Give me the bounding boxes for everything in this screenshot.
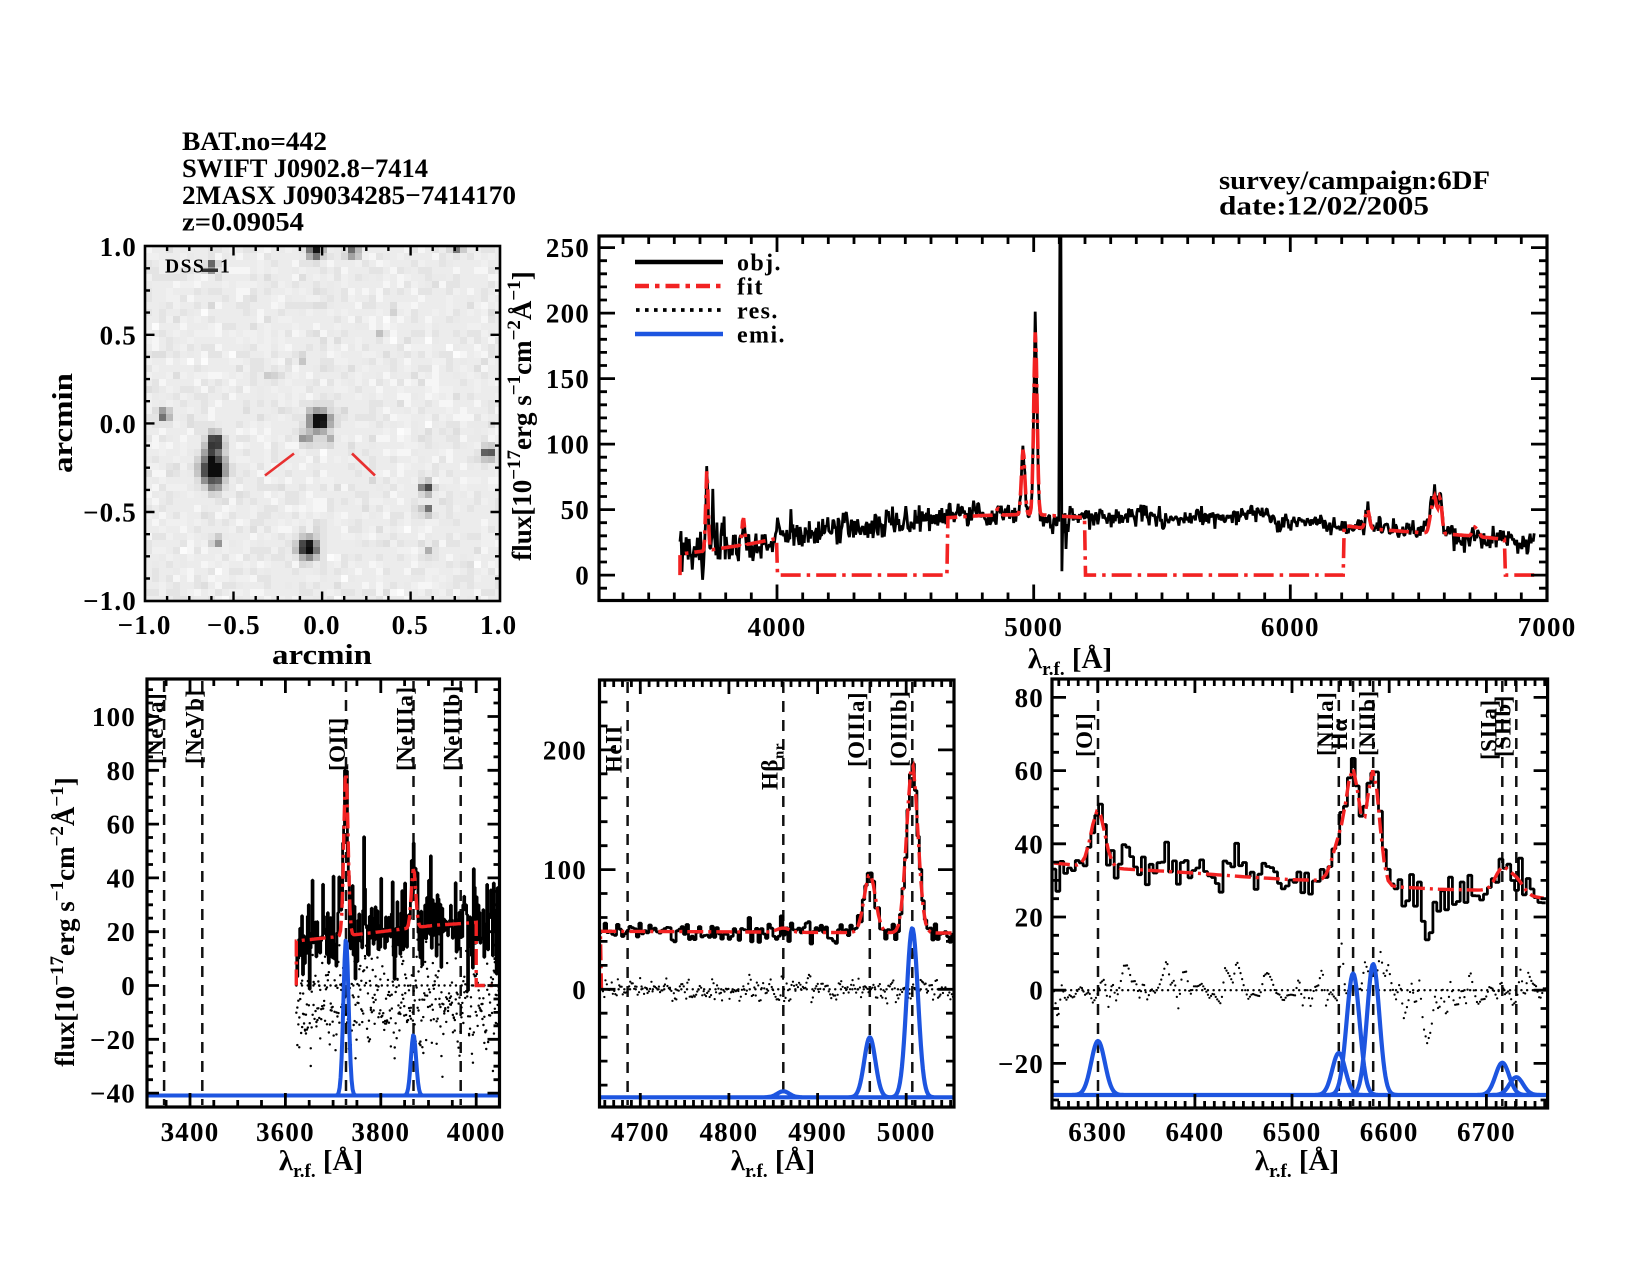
svg-text:BAT.no=442: BAT.no=442 [182,126,327,156]
svg-text:res.: res. [737,299,779,325]
svg-text:80: 80 [107,756,136,786]
svg-text:[OIIIa]: [OIIIa] [844,692,869,767]
svg-text:obj.: obj. [737,251,782,277]
svg-text:20: 20 [107,917,136,947]
svg-text:0: 0 [1029,976,1044,1006]
svg-text:flux[10−17erg s−1cm−2Å−1]: flux[10−17erg s−1cm−2Å−1] [47,777,80,1067]
svg-text:200: 200 [543,735,587,765]
svg-text:HeII: HeII [602,725,627,773]
svg-text:7000: 7000 [1518,612,1577,642]
svg-text:4700: 4700 [611,1117,670,1147]
svg-text:3600: 3600 [256,1117,315,1147]
svg-text:λr.f. [Å]: λr.f. [Å] [279,1145,363,1182]
svg-text:0: 0 [572,975,587,1005]
svg-text:Hα: Hα [1327,718,1352,750]
svg-text:1.0: 1.0 [480,610,517,640]
svg-text:arcmin: arcmin [48,373,79,473]
svg-text:4000: 4000 [447,1117,506,1147]
svg-text:60: 60 [1015,756,1044,786]
svg-text:survey/campaign:6DF: survey/campaign:6DF [1219,165,1490,195]
svg-text:4000: 4000 [748,612,807,642]
svg-text:6300: 6300 [1068,1117,1127,1147]
svg-text:4800: 4800 [699,1117,758,1147]
svg-text:100: 100 [546,430,590,460]
svg-text:5000: 5000 [877,1117,936,1147]
svg-text:λr.f. [Å]: λr.f. [Å] [731,1145,815,1182]
svg-text:6000: 6000 [1261,612,1320,642]
svg-text:1.0: 1.0 [100,232,137,262]
svg-text:4900: 4900 [788,1117,847,1147]
svg-text:0.5: 0.5 [392,610,429,640]
svg-text:40: 40 [1015,829,1044,859]
svg-text:100: 100 [92,702,136,732]
svg-text:[NeVa]: [NeVa] [143,693,168,764]
svg-text:−0.5: −0.5 [207,610,261,640]
svg-text:[OIIIb]: [OIIIb] [886,691,911,767]
svg-text:3800: 3800 [351,1117,410,1147]
svg-text:3400: 3400 [161,1117,220,1147]
svg-text:λr.f. [Å]: λr.f. [Å] [1255,1145,1339,1182]
svg-text:0.0: 0.0 [303,610,340,640]
svg-text:z=0.09054: z=0.09054 [182,207,304,237]
svg-text:date:12/02/2005: date:12/02/2005 [1219,191,1429,221]
svg-text:6700: 6700 [1457,1117,1516,1147]
svg-text:−0.5: −0.5 [83,497,137,527]
svg-text:0: 0 [575,561,590,591]
svg-text:−20: −20 [998,1049,1044,1079]
svg-text:60: 60 [107,810,136,840]
svg-text:150: 150 [546,364,590,394]
svg-text:[SIIb]: [SIIb] [1490,695,1515,757]
svg-text:SWIFT J0902.8−7414: SWIFT J0902.8−7414 [182,153,428,183]
svg-text:100: 100 [543,855,587,885]
svg-text:0: 0 [121,971,136,1001]
svg-text:80: 80 [1015,683,1044,713]
svg-text:1: 1 [220,257,230,278]
svg-text:DSS: DSS [165,257,205,278]
svg-text:[OI]: [OI] [1072,713,1097,757]
svg-text:−1.0: −1.0 [118,610,172,640]
svg-text:40: 40 [107,863,136,893]
svg-text:250: 250 [546,233,590,263]
svg-text:[NeVb]: [NeVb] [181,689,206,764]
svg-text:[NIIb]: [NIIb] [1355,690,1380,756]
svg-text:arcmin: arcmin [272,640,372,671]
svg-text:−40: −40 [90,1079,136,1109]
svg-text:6500: 6500 [1263,1117,1322,1147]
svg-text:flux[10−17erg s−1cm−2Å−1]: flux[10−17erg s−1cm−2Å−1] [504,271,537,561]
svg-text:−1.0: −1.0 [83,586,137,616]
svg-text:20: 20 [1015,903,1044,933]
svg-text:emi.: emi. [737,323,786,349]
svg-text:[NIIa]: [NIIa] [1313,692,1338,756]
svg-text:0.5: 0.5 [100,320,137,350]
svg-text:200: 200 [546,299,590,329]
svg-text:[OII]: [OII] [325,717,350,771]
svg-text:−20: −20 [90,1025,136,1055]
svg-text:fit: fit [737,275,764,301]
svg-text:6400: 6400 [1165,1117,1224,1147]
svg-text:[NeIIIa]: [NeIIIa] [393,687,418,772]
svg-text:50: 50 [561,495,590,525]
svg-text:2MASX J09034285−7414170: 2MASX J09034285−7414170 [182,180,516,210]
svg-text:λr.f. [Å]: λr.f. [Å] [1028,643,1112,680]
svg-text:5000: 5000 [1004,612,1063,642]
svg-text:[NeIIIb]: [NeIIIb] [440,685,465,771]
svg-text:0.0: 0.0 [100,409,137,439]
svg-text:[SIIa]: [SIIa] [1476,699,1501,760]
svg-text:6600: 6600 [1360,1117,1419,1147]
